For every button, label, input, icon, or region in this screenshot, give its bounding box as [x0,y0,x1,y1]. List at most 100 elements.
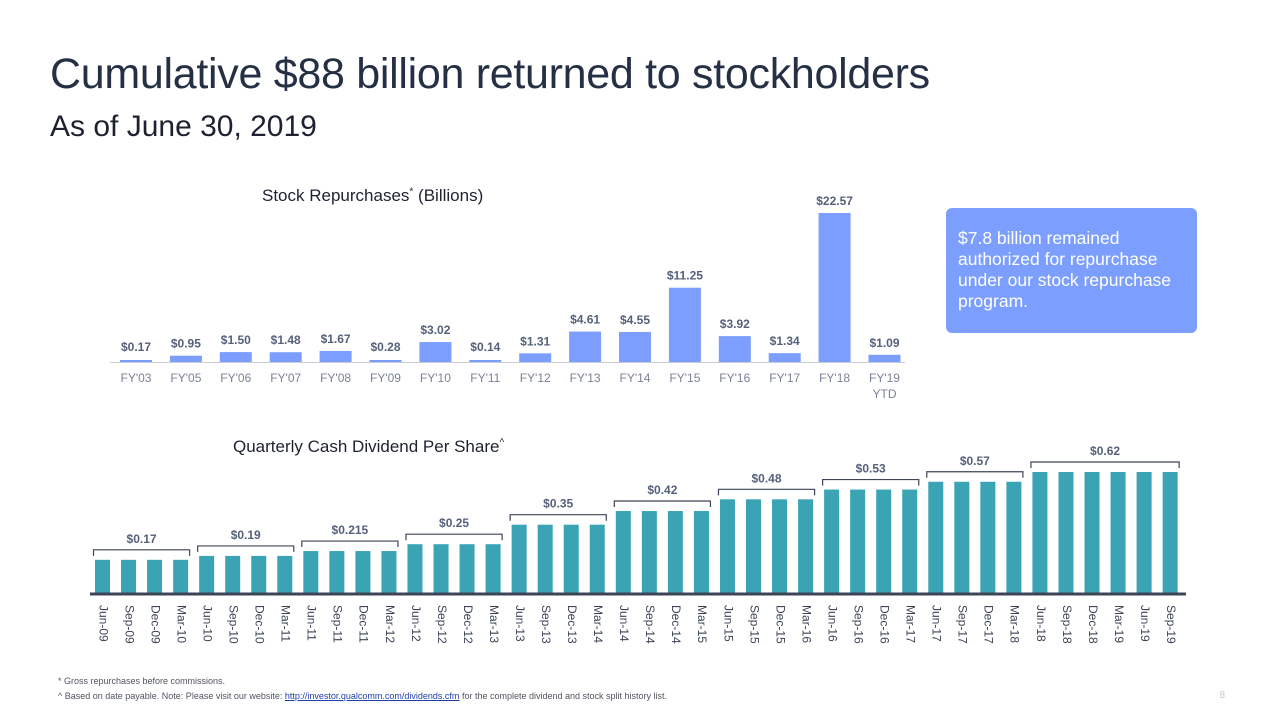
dividend-quarter-label: Jun-13 [513,605,527,642]
repurchase-value-label: $0.95 [171,337,201,351]
dividend-bar [798,499,814,593]
dividend-bar [121,559,137,593]
slide-subtitle: As of June 30, 2019 [50,110,317,143]
dividend-chart-title: Quarterly Cash Dividend Per Share^ [233,437,504,457]
dividend-bar [615,511,631,593]
dividend-bar [459,544,475,593]
dividend-bar [277,555,293,593]
repurchase-bar [219,352,252,362]
repurchase-bar [718,336,751,362]
repurchase-year-label: FY'11 [470,371,500,385]
dividend-group-bracket [613,500,712,508]
dividend-group-bracket [926,471,1024,478]
repurchase-year-label: FY'18 [819,371,850,385]
dividend-bar [511,524,527,593]
dividend-quarter-label: Jun-15 [721,605,735,642]
dividend-quarter-label: Jun-18 [1034,605,1048,642]
dividend-quarter-label: Mar-19 [1112,605,1126,643]
dividend-group-bracket [1030,461,1180,468]
dividend-bar [1058,472,1074,593]
dividend-group-label: $0.35 [543,497,573,511]
repurchase-bar [818,213,851,362]
repurchase-value-label: $0.17 [121,340,151,354]
footnote-dividends: ^ Based on date payable. Note: Please vi… [58,689,667,704]
repurchase-bar [269,352,302,362]
dividend-quarter-label: Sep-16 [851,605,865,644]
dividend-bar [355,551,371,593]
repurchase-bar-chart: $0.17 FY'03 $0.95 FY'05 $1.50 FY'06 $1.48 FY'07… [110,194,905,401]
repurchase-bar [419,342,452,362]
dividend-quarter-label: Dec-18 [1086,605,1100,644]
dividend-bar [485,544,501,593]
repurchase-value-label: $1.09 [869,336,899,350]
dividend-quarter-label: Dec-17 [982,605,996,644]
dividend-group-bracket [822,478,920,486]
dividend-quarter-label: Sep-14 [643,605,657,644]
slide-title: Cumulative $88 billion returned to stock… [50,50,930,98]
dividend-quarter-label: Jun-17 [930,605,944,642]
dividend-quarter-label: Dec-12 [461,605,475,644]
repurchase-value-label: $4.61 [570,313,600,327]
repurchase-year-label: FY'13 [570,371,601,385]
dividend-quarter-label: Mar-10 [174,605,188,643]
repurchase-chart-title-units: (Billions) [418,186,484,205]
page-number: 8 [1219,690,1225,701]
dividend-quarter-label: Jun-09 [96,605,110,642]
repurchase-year-label: FY'12 [520,371,551,385]
repurchase-year-label: FY'14 [620,371,651,385]
dividend-quarter-label: Sep-17 [956,605,970,644]
repurchase-title-footnote-mark: * [409,186,414,198]
repurchase-value-label: $1.50 [221,333,251,347]
dividend-bar [641,511,657,593]
repurchase-value-label: $11.25 [667,269,703,283]
repurchase-value-label: $3.92 [720,317,750,331]
dividend-group-label: $0.53 [856,462,886,476]
dividend-bar [954,481,970,593]
dividend-bar [1006,481,1022,593]
dividend-chart-title-text: Quarterly Cash Dividend Per Share [233,437,500,456]
dividend-quarter-label: Dec-14 [669,605,683,644]
footnote-repurchases: * Gross repurchases before commissions. [58,676,226,686]
dividend-quarter-label: Jun-10 [200,605,214,642]
repurchase-year-label: FY'17 [769,371,800,385]
dividend-quarter-label: Dec-15 [773,605,787,644]
dividend-group-label: $0.17 [127,532,157,546]
repurchase-bar [120,360,152,362]
repurchase-bar [868,354,901,362]
dividend-bar [199,555,215,593]
repurchase-value-label: $0.14 [470,340,500,354]
dividend-bar [407,544,423,593]
dividend-bar [1110,472,1126,593]
dividend-bar [589,524,605,593]
repurchase-year-sublabel: YTD [873,387,897,401]
dividend-bar [928,481,944,593]
dividend-group-label: $0.48 [752,471,782,485]
dividend-quarter-label: Dec-09 [148,605,162,644]
dividend-bar [303,551,319,593]
repurchase-bar [569,331,602,362]
dividend-group-label: $0.215 [332,523,369,537]
dividend-group-label: $0.57 [960,454,990,468]
dividend-bar [980,481,996,593]
repurchase-bar [619,331,651,362]
dividends-history-link[interactable]: http://investor.qualcomm.com/dividends.c… [284,691,460,701]
dividend-quarter-label: Jun-19 [1138,605,1152,642]
repurchase-value-label: $0.28 [370,340,400,354]
repurchase-year-label: FY'16 [719,371,750,385]
dividend-quarter-label: Dec-10 [253,605,267,644]
dividend-quarter-label: Sep-15 [747,605,761,644]
dividend-quarter-label: Sep-10 [227,605,241,644]
dividend-group-bracket [717,488,816,496]
dividend-quarter-label: Sep-11 [331,605,345,643]
dividend-bar [381,551,397,593]
dividend-bar [563,524,579,593]
dividend-quarter-label: Mar-17 [904,605,918,643]
dividend-quarter-label: Sep-18 [1060,605,1074,644]
repurchase-bar [768,353,801,362]
dividend-quarter-label: Mar-13 [487,605,501,643]
footnote-dividends-prefix: ^ Based on date payable. Note: Please vi… [58,691,285,701]
repurchase-value-label: $1.31 [520,334,550,348]
dividend-bar [173,559,189,593]
dividend-bar [251,555,267,593]
